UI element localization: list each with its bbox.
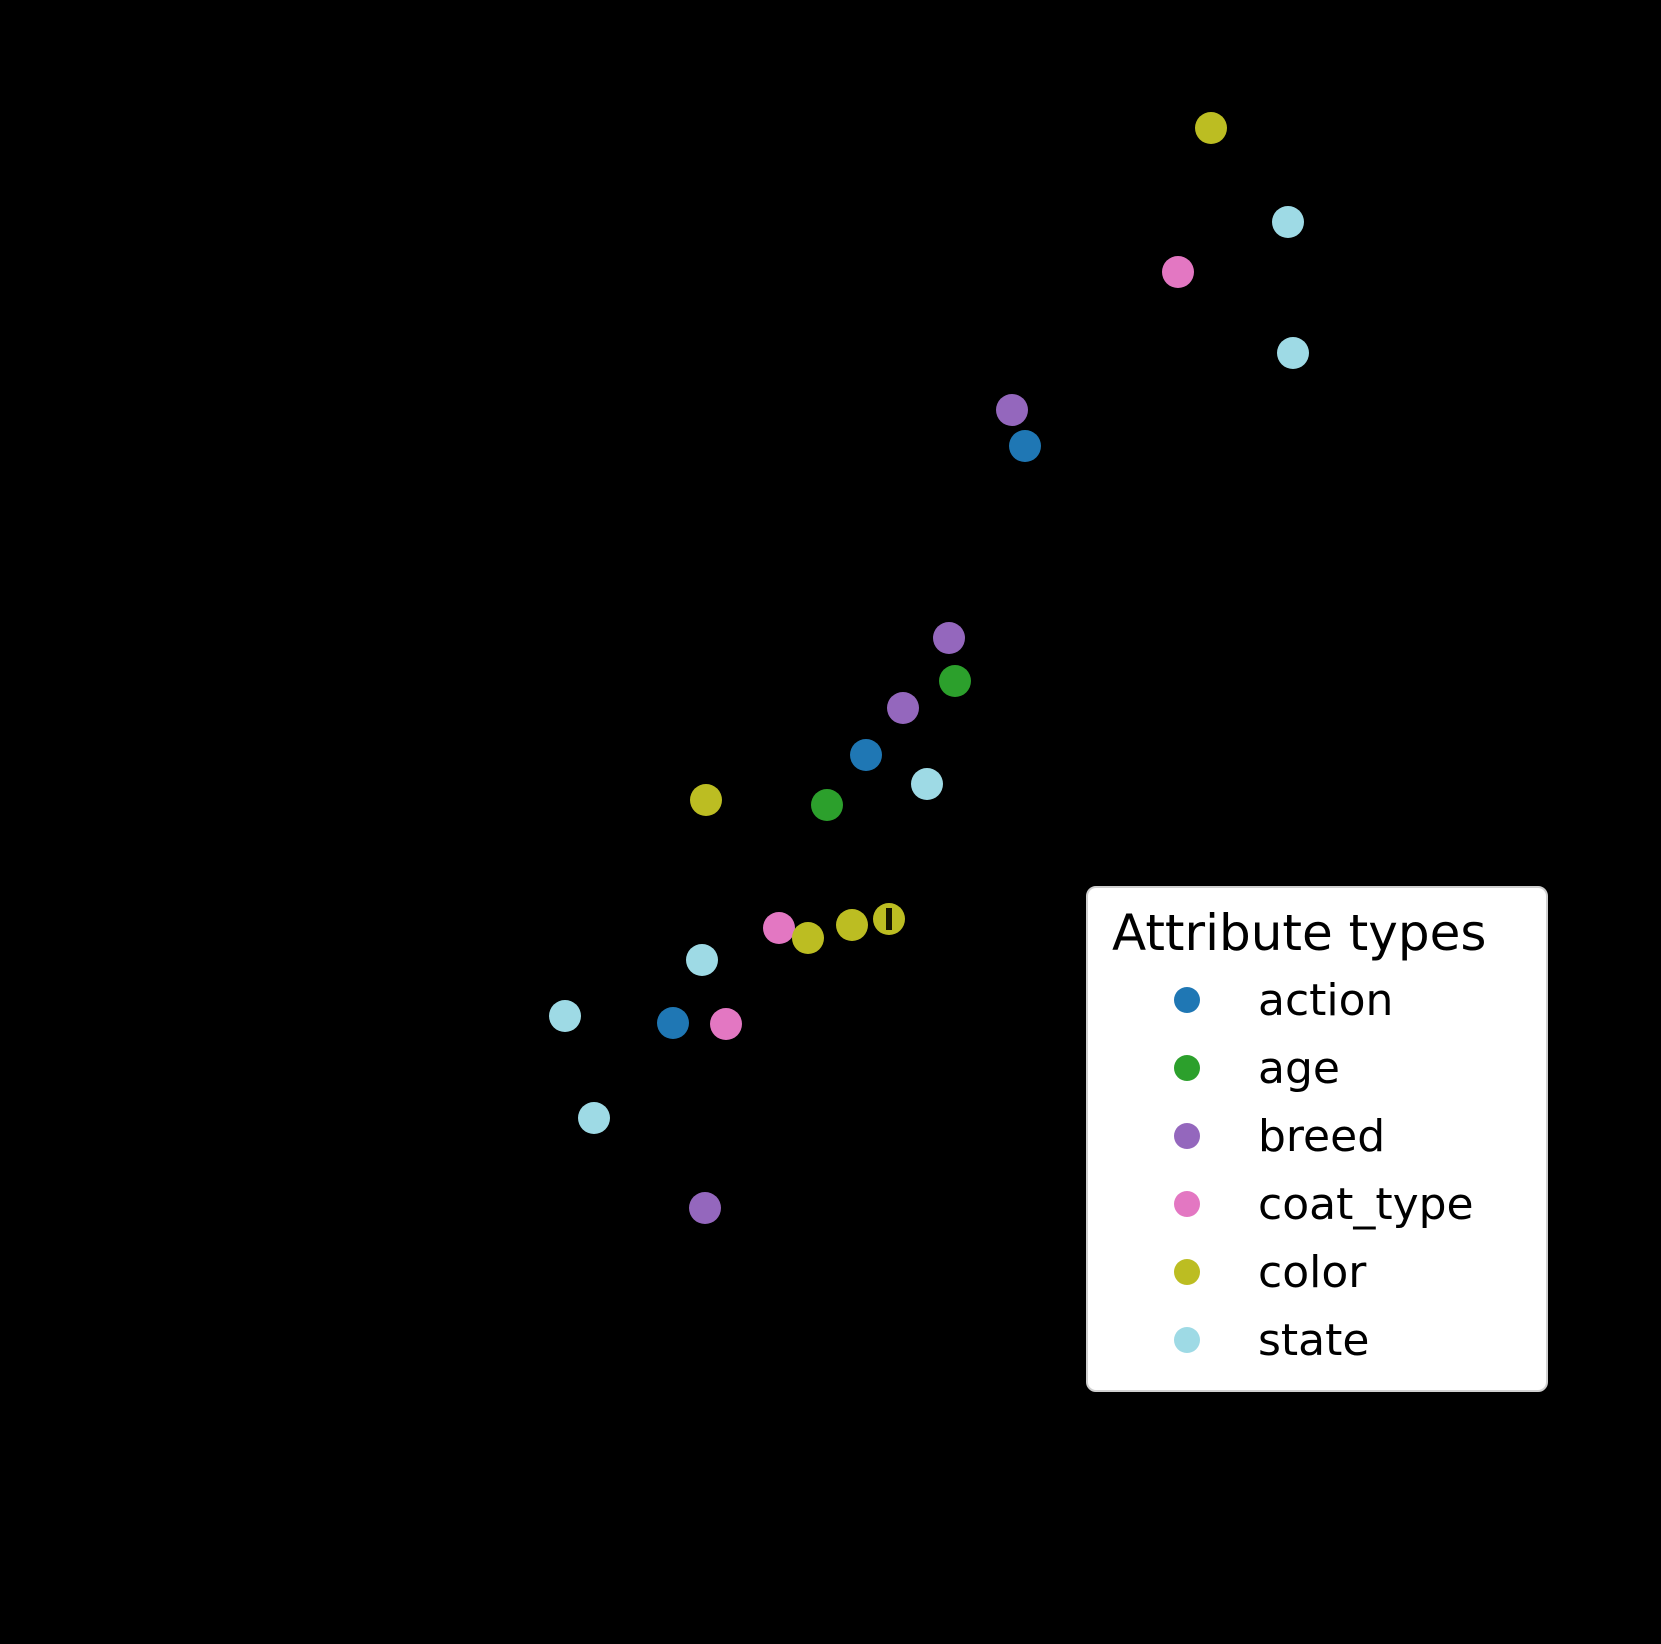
scatter-point-color [690, 784, 722, 816]
legend-item-color: color [1108, 1238, 1526, 1306]
scatter-point-color [1195, 112, 1227, 144]
legend-item-age: age [1108, 1034, 1526, 1102]
scatter-point-coat_type [710, 1008, 742, 1040]
scatter-point-state [578, 1102, 610, 1134]
scatter-point-color [792, 922, 824, 954]
scatter-point-coat_type [763, 912, 795, 944]
scatter-point-breed [933, 622, 965, 654]
legend-item-action: action [1108, 966, 1526, 1034]
legend-label-color: color [1258, 1246, 1367, 1298]
scatter-point-breed [689, 1192, 721, 1224]
legend-swatch-breed-icon [1174, 1123, 1200, 1149]
legend-item-coat_type: coat_type [1108, 1170, 1526, 1238]
legend-swatch-action-icon [1174, 987, 1200, 1013]
legend-swatch-state-icon [1174, 1327, 1200, 1353]
scatter-point-state [549, 1000, 581, 1032]
legend-label-action: action [1258, 974, 1394, 1026]
scatter-point-state [911, 768, 943, 800]
scatter-point-state [686, 944, 718, 976]
legend-label-breed: breed [1258, 1110, 1386, 1162]
legend-swatch-coat_type-icon [1174, 1191, 1200, 1217]
scatter-point-action [657, 1007, 689, 1039]
scatter-point-coat_type [1162, 256, 1194, 288]
legend-item-state: state [1108, 1306, 1526, 1374]
scatter-point-action [1009, 430, 1041, 462]
scatter-point-action [850, 739, 882, 771]
legend-item-breed: breed [1108, 1102, 1526, 1170]
scatter-point-breed [887, 692, 919, 724]
legend-label-state: state [1258, 1314, 1370, 1366]
scatter-point-color [836, 909, 868, 941]
legend-swatch-color-icon [1174, 1259, 1200, 1285]
scatter-point-age [939, 665, 971, 697]
scatter-point-state [1272, 206, 1304, 238]
scatter-point-breed [996, 394, 1028, 426]
legend-label-age: age [1258, 1042, 1340, 1094]
legend-title: Attribute types [1112, 904, 1487, 962]
legend-label-coat_type: coat_type [1258, 1178, 1474, 1230]
occluded-label-artifact [886, 908, 892, 930]
scatter-point-state [1277, 337, 1309, 369]
scatter-point-age [811, 789, 843, 821]
legend-swatch-age-icon [1174, 1055, 1200, 1081]
